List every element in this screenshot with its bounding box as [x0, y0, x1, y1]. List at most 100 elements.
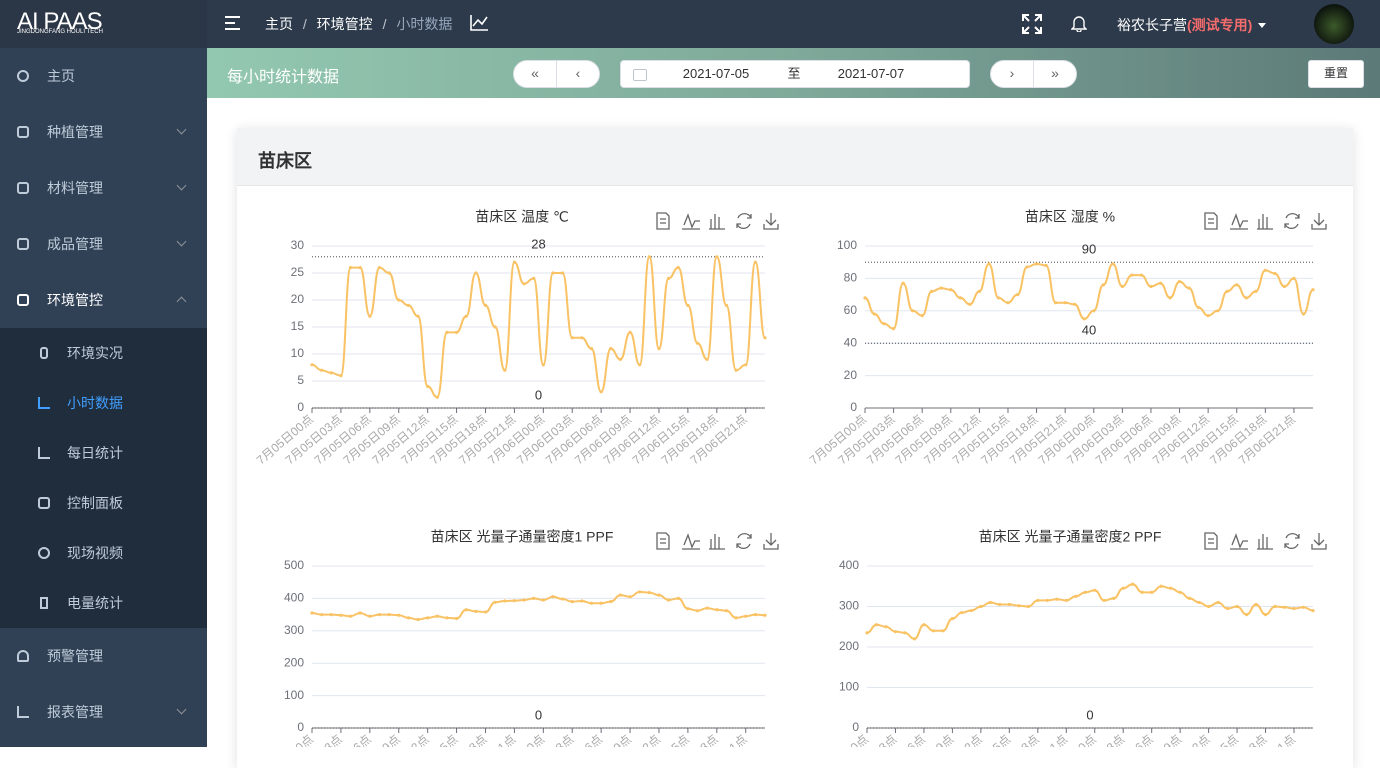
data-point: [560, 271, 565, 275]
tool-data-view[interactable]: [656, 532, 670, 550]
tool-line[interactable]: [1230, 213, 1248, 230]
data-point: [1063, 301, 1067, 305]
menu-item[interactable]: 种植管理: [0, 104, 207, 160]
tool-bar[interactable]: [1257, 534, 1273, 550]
data-point: [676, 596, 680, 601]
data-point: [368, 614, 372, 618]
data-point: [686, 607, 690, 611]
data-point: [715, 255, 719, 259]
tool-restore[interactable]: [1284, 532, 1300, 550]
avatar[interactable]: [1314, 4, 1354, 44]
data-point: [1015, 293, 1020, 297]
data-point: [695, 341, 700, 345]
tool-data-view[interactable]: [1204, 532, 1218, 550]
fullscreen-icon[interactable]: [1022, 14, 1042, 34]
data-point: [474, 271, 478, 275]
data-point: [920, 314, 924, 318]
data-point: [988, 600, 992, 605]
tool-restore[interactable]: [736, 532, 752, 550]
data-point: [1273, 604, 1277, 609]
tool-line[interactable]: [682, 533, 700, 550]
reset-button[interactable]: 重置: [1308, 60, 1364, 88]
data-point: [1092, 309, 1096, 313]
data-point: [551, 595, 555, 599]
menu-item[interactable]: 预警管理: [0, 628, 207, 684]
submenu: 环境实况 小时数据 每日统计 控制面板 现场视频 电量统计: [0, 328, 207, 628]
submenu-item[interactable]: 电量统计: [0, 578, 207, 628]
last-button[interactable]: »: [1033, 60, 1077, 88]
tool-data-view[interactable]: [1204, 212, 1218, 230]
data-point: [618, 357, 623, 361]
tool-save[interactable]: [763, 533, 779, 550]
data-point: [705, 606, 709, 610]
data-point: [893, 630, 898, 634]
submenu-item[interactable]: 环境实况: [0, 328, 207, 378]
y-tick-label: 200: [284, 655, 304, 669]
menu-item[interactable]: 主页: [0, 48, 207, 104]
data-point: [865, 631, 869, 635]
y-tick-label: 20: [844, 368, 858, 382]
data-point: [968, 302, 972, 306]
data-point: [570, 600, 574, 604]
tool-data-view[interactable]: [656, 212, 670, 230]
bell-icon[interactable]: [1071, 14, 1087, 32]
next-button[interactable]: ›: [990, 60, 1034, 88]
tool-bar[interactable]: [1257, 214, 1273, 230]
data-point: [348, 614, 353, 618]
submenu-item[interactable]: 小时数据: [0, 378, 207, 428]
data-point: [570, 336, 574, 340]
menu-item[interactable]: 环境管控: [0, 272, 207, 328]
menu-item[interactable]: 报表管理: [0, 684, 207, 740]
data-point: [368, 314, 372, 318]
data-point: [724, 609, 729, 613]
logo-area: AI PAAS JINGDONGFANG HOULI TECH: [0, 0, 207, 48]
data-point: [891, 327, 896, 331]
data-point: [1054, 301, 1058, 305]
user[interactable]: 裕农长子营(测试专用): [1117, 15, 1267, 35]
data-point: [744, 363, 748, 367]
crumb[interactable]: 环境管控: [316, 16, 373, 32]
submenu-label: 环境实况: [67, 345, 123, 361]
menu-item[interactable]: 成品管理: [0, 216, 207, 272]
toolbar: 每小时统计数据 « ‹ 2021-07-05 至 2021-07-07 › » …: [207, 48, 1380, 98]
data-point: [686, 303, 690, 307]
data-point: [1093, 588, 1097, 592]
tool-line[interactable]: [1230, 533, 1248, 550]
tool-save[interactable]: [1311, 533, 1327, 550]
submenu-item[interactable]: 每日统计: [0, 428, 207, 478]
crumb[interactable]: 主页: [265, 16, 293, 32]
data-point: [377, 613, 382, 617]
tool-restore[interactable]: [1284, 212, 1300, 230]
data-point: [734, 368, 738, 372]
data-point: [503, 599, 507, 603]
menu-item[interactable]: 材料管理: [0, 160, 207, 216]
date-range[interactable]: 2021-07-05 至 2021-07-07: [620, 60, 970, 88]
prev-button[interactable]: ‹: [556, 60, 600, 88]
data-point: [474, 609, 478, 613]
data-point: [950, 617, 955, 621]
tool-restore[interactable]: [736, 212, 752, 230]
data-point: [541, 598, 545, 602]
mark-line-label: 90: [1082, 242, 1096, 257]
data-point: [958, 296, 962, 300]
card-title: 苗床区: [258, 151, 312, 171]
hamburger[interactable]: [225, 16, 240, 30]
data-point: [493, 600, 497, 604]
submenu-item[interactable]: 控制面板: [0, 478, 207, 528]
submenu-item[interactable]: 现场视频: [0, 528, 207, 578]
date-sep: 至: [787, 66, 801, 81]
mark-line-label: 0: [1086, 707, 1093, 722]
logo-sub: JINGDONGFANG HOULI TECH: [17, 29, 103, 35]
tool-save[interactable]: [763, 213, 779, 230]
data-point: [609, 347, 613, 351]
data-point: [647, 590, 651, 595]
first-button[interactable]: «: [513, 60, 557, 88]
tool-bar[interactable]: [709, 534, 725, 550]
data-point: [939, 286, 943, 290]
crumb: 小时数据: [396, 16, 453, 32]
tool-line[interactable]: [682, 213, 700, 230]
data-point: [753, 613, 757, 617]
data-point: [1301, 312, 1306, 316]
tool-save[interactable]: [1311, 213, 1327, 230]
tool-bar[interactable]: [709, 214, 725, 230]
